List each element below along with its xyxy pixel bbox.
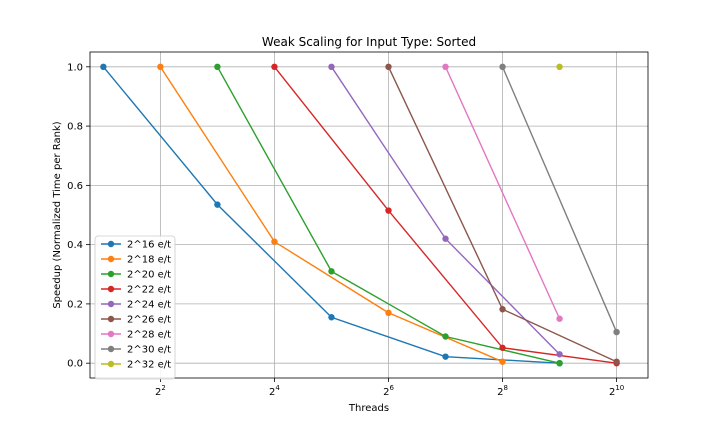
legend-box bbox=[94, 235, 176, 380]
data-point bbox=[271, 238, 278, 245]
x-tick-exponent: 10 bbox=[615, 384, 624, 392]
data-point bbox=[100, 63, 107, 71]
y-tick-label: 1.0 bbox=[67, 62, 83, 73]
x-axis-label: Threads bbox=[348, 403, 389, 414]
x-tick-label: 24 bbox=[269, 384, 280, 398]
series-5 bbox=[328, 63, 563, 358]
legend-label: 2^32 e/t bbox=[127, 360, 171, 371]
legend: 2^16 e/t 2^18 e/t 2^20 e/t 2^22 e/t 2^24 e/t… bbox=[94, 235, 176, 380]
x-tick-label: 210 bbox=[609, 384, 624, 398]
series-9 bbox=[556, 63, 563, 71]
legend-item: 2^22 e/t bbox=[101, 285, 171, 296]
data-point bbox=[328, 268, 335, 275]
legend-label: 2^30 e/t bbox=[127, 345, 171, 356]
x-tick-label: 26 bbox=[383, 384, 394, 398]
data-point bbox=[442, 235, 449, 242]
series-7 bbox=[442, 63, 563, 322]
legend-label: 2^20 e/t bbox=[127, 270, 171, 281]
data-point bbox=[499, 344, 506, 351]
legend-swatch-marker bbox=[107, 270, 115, 278]
legend-swatch-marker bbox=[107, 345, 115, 353]
grid-lines bbox=[90, 52, 648, 378]
series-group bbox=[100, 63, 620, 367]
legend-item: 2^32 e/t bbox=[101, 360, 171, 371]
legend-item: 2^28 e/t bbox=[101, 330, 171, 341]
y-tick-label: 0.0 bbox=[67, 359, 83, 370]
data-point bbox=[214, 63, 221, 71]
data-point bbox=[328, 63, 335, 71]
legend-label: 2^26 e/t bbox=[127, 315, 171, 326]
legend-label: 2^18 e/t bbox=[127, 255, 171, 266]
legend-swatch-marker bbox=[107, 240, 115, 248]
legend-label: 2^28 e/t bbox=[127, 330, 171, 341]
data-point bbox=[442, 333, 449, 340]
legend-item: 2^24 e/t bbox=[101, 300, 171, 311]
data-point bbox=[385, 309, 392, 316]
plot-frame bbox=[89, 51, 649, 379]
legend-item: 2^26 e/t bbox=[101, 315, 171, 326]
data-point bbox=[157, 63, 164, 71]
x-tick-label: 28 bbox=[497, 384, 508, 398]
x-tick-base: 2 bbox=[609, 387, 615, 398]
x-tick-base: 2 bbox=[383, 387, 389, 398]
x-tick-exponent: 2 bbox=[161, 384, 165, 392]
legend-label: 2^16 e/t bbox=[127, 240, 171, 251]
x-tick-base: 2 bbox=[497, 387, 503, 398]
data-point bbox=[499, 63, 506, 71]
x-tick-exponent: 4 bbox=[275, 384, 280, 392]
legend-swatch-marker bbox=[107, 315, 115, 323]
legend-swatch-marker bbox=[107, 285, 115, 293]
series-line bbox=[444, 66, 561, 320]
legend-label: 2^24 e/t bbox=[127, 300, 171, 311]
legend-swatch-marker bbox=[107, 360, 115, 368]
x-tick-label: 22 bbox=[155, 384, 166, 398]
data-point bbox=[556, 63, 563, 71]
data-point bbox=[385, 63, 392, 71]
data-point bbox=[556, 315, 563, 322]
x-tick-exponent: 8 bbox=[503, 384, 507, 392]
y-tick-label: 0.8 bbox=[67, 122, 83, 133]
x-tick-exponent: 6 bbox=[389, 384, 394, 392]
legend-item: 2^16 e/t bbox=[101, 240, 171, 251]
series-line bbox=[501, 66, 618, 333]
y-tick-label: 0.6 bbox=[67, 181, 83, 192]
data-point bbox=[556, 351, 563, 358]
y-tick-label: 0.4 bbox=[67, 240, 83, 251]
data-point bbox=[442, 353, 449, 360]
series-8 bbox=[499, 63, 620, 336]
legend-item: 2^18 e/t bbox=[101, 255, 171, 266]
data-point bbox=[214, 201, 221, 208]
data-point bbox=[328, 314, 335, 321]
data-point bbox=[556, 359, 563, 367]
legend-swatch-marker bbox=[107, 255, 115, 263]
data-point bbox=[499, 306, 506, 313]
data-point bbox=[385, 207, 392, 214]
legend-item: 2^30 e/t bbox=[101, 345, 171, 356]
data-point bbox=[613, 328, 620, 336]
data-point bbox=[613, 358, 620, 365]
legend-item: 2^20 e/t bbox=[101, 270, 171, 281]
x-tick-base: 2 bbox=[155, 387, 161, 398]
data-point bbox=[499, 358, 506, 365]
legend-swatch-marker bbox=[107, 330, 115, 338]
x-tick-base: 2 bbox=[269, 387, 275, 398]
y-tick-label: 0.2 bbox=[67, 299, 83, 310]
data-point bbox=[442, 63, 449, 71]
y-axis-label: Speedup (Normalized Time per Rank) bbox=[52, 121, 63, 308]
chart-title: Weak Scaling for Input Type: Sorted bbox=[262, 35, 476, 49]
series-6 bbox=[385, 63, 620, 365]
legend-label: 2^22 e/t bbox=[127, 285, 171, 296]
data-point bbox=[271, 63, 278, 71]
legend-swatch-marker bbox=[107, 300, 115, 308]
